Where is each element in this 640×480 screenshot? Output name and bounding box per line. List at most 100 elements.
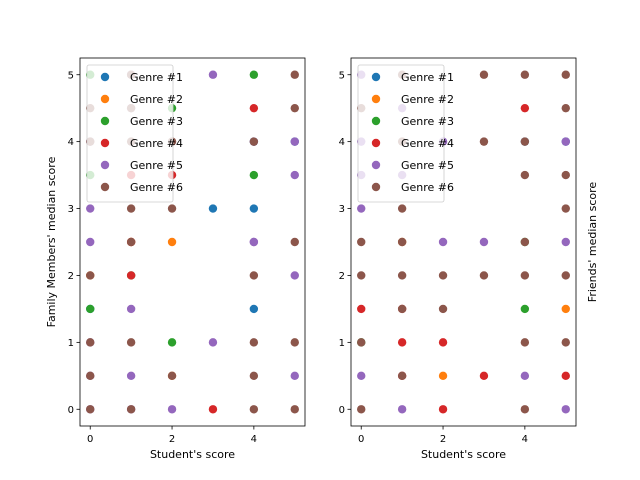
point-genre-4	[479, 371, 489, 381]
point-genre-5	[290, 170, 299, 180]
point-genre-6	[520, 338, 530, 347]
legend-label-genre-5: Genre #5	[401, 159, 454, 172]
legend-label-genre-2: Genre #2	[130, 93, 183, 106]
point-genre-6	[520, 70, 530, 79]
point-genre-6	[249, 371, 259, 381]
legend-label-genre-2: Genre #2	[401, 93, 454, 106]
point-genre-3	[167, 338, 177, 347]
point-genre-6	[126, 237, 136, 247]
legend-label-genre-5: Genre #5	[130, 159, 183, 172]
y-tick-label: 1	[68, 338, 74, 349]
point-genre-5	[126, 304, 136, 314]
point-genre-3	[249, 70, 259, 79]
point-genre-4	[208, 405, 218, 414]
x-tick-label: 2	[440, 434, 446, 445]
legend-label-genre-3: Genre #3	[130, 115, 183, 128]
point-genre-5	[208, 70, 218, 79]
right-y-ticks: 0 1 2 3 4 5	[339, 70, 351, 416]
point-genre-6	[438, 304, 448, 314]
y-tick-label: 1	[339, 338, 345, 349]
point-genre-4	[561, 371, 570, 381]
legend-label-genre-6: Genre #6	[401, 181, 454, 194]
point-genre-6	[520, 237, 530, 247]
point-genre-6	[397, 204, 407, 213]
point-genre-3	[249, 170, 259, 180]
point-genre-6	[357, 237, 366, 247]
y-tick-label: 2	[68, 271, 74, 282]
legend-label-genre-4: Genre #4	[130, 137, 183, 150]
point-genre-5	[520, 371, 530, 381]
point-genre-5	[126, 371, 136, 381]
point-genre-5	[357, 204, 366, 213]
point-genre-6	[167, 371, 177, 381]
point-genre-6	[397, 237, 407, 247]
point-genre-6	[479, 137, 489, 146]
point-genre-1	[249, 304, 259, 314]
point-genre-6	[290, 405, 299, 414]
point-genre-6	[249, 137, 259, 146]
point-genre-6	[126, 204, 136, 213]
left-legend: Genre #1 Genre #2 Genre #3 Genre #4 Genre #5…	[86, 64, 183, 203]
point-genre-6	[290, 338, 299, 347]
point-genre-6	[249, 405, 259, 414]
legend-marker-genre-3	[371, 116, 381, 126]
point-genre-4	[438, 405, 448, 414]
point-genre-6	[86, 405, 95, 414]
y-tick-label: 3	[68, 204, 74, 215]
point-genre-6	[249, 271, 259, 280]
point-genre-6	[357, 338, 366, 347]
point-genre-6	[561, 271, 570, 280]
y-tick-label: 4	[68, 137, 74, 148]
point-genre-6	[561, 103, 570, 113]
point-genre-6	[86, 271, 95, 280]
point-genre-6	[479, 70, 489, 79]
legend-marker-genre-2	[100, 94, 110, 104]
point-genre-4	[438, 338, 448, 347]
left-y-ticks: 0 1 2 3 4 5	[68, 70, 80, 416]
point-genre-6	[290, 103, 299, 113]
point-genre-6	[561, 170, 570, 180]
x-tick-label: 4	[251, 434, 257, 445]
point-genre-3	[520, 304, 530, 314]
point-genre-4	[520, 103, 530, 113]
y-tick-label: 2	[339, 271, 345, 282]
legend-marker-genre-1	[371, 72, 381, 82]
left-plot-frame	[79, 57, 306, 427]
point-genre-5	[561, 237, 570, 247]
point-genre-6	[479, 271, 489, 280]
point-genre-4	[249, 103, 259, 113]
x-tick-label: 0	[87, 434, 93, 445]
point-genre-5	[208, 338, 218, 347]
point-genre-6	[126, 338, 136, 347]
point-genre-6	[249, 338, 259, 347]
point-genre-4	[357, 304, 366, 314]
legend-label-genre-6: Genre #6	[130, 181, 183, 194]
point-genre-6	[520, 271, 530, 280]
point-genre-5	[290, 271, 299, 280]
point-genre-5	[561, 405, 570, 414]
legend-marker-genre-3	[100, 116, 110, 126]
point-genre-5	[290, 137, 299, 146]
right-scatter-plot: 0 2 4 0 1 2 3 4 5 Student's score Friends' medi…	[339, 57, 599, 461]
right-legend: Genre #1 Genre #2 Genre #3 Genre #4 Genre #5…	[357, 64, 454, 203]
point-genre-5	[86, 204, 95, 213]
point-genre-2	[438, 371, 448, 381]
right-plot-frame	[350, 57, 577, 427]
legend-marker-genre-5	[100, 160, 110, 170]
point-genre-6	[520, 170, 530, 180]
legend-marker-genre-2	[371, 94, 381, 104]
legend-marker-genre-6	[100, 182, 110, 192]
point-genre-6	[561, 204, 570, 213]
legend-label-genre-3: Genre #3	[401, 115, 454, 128]
point-genre-3	[86, 304, 95, 314]
point-genre-5	[249, 237, 259, 247]
point-genre-6	[561, 70, 570, 79]
legend-label-genre-1: Genre #1	[401, 71, 454, 84]
right-y-axis-label: Friends' median score	[586, 182, 599, 303]
point-genre-5	[397, 405, 407, 414]
left-y-axis-label: Family Members' median score	[45, 156, 58, 327]
point-genre-1	[249, 204, 259, 213]
point-genre-6	[520, 405, 530, 414]
y-tick-label: 5	[68, 70, 74, 81]
